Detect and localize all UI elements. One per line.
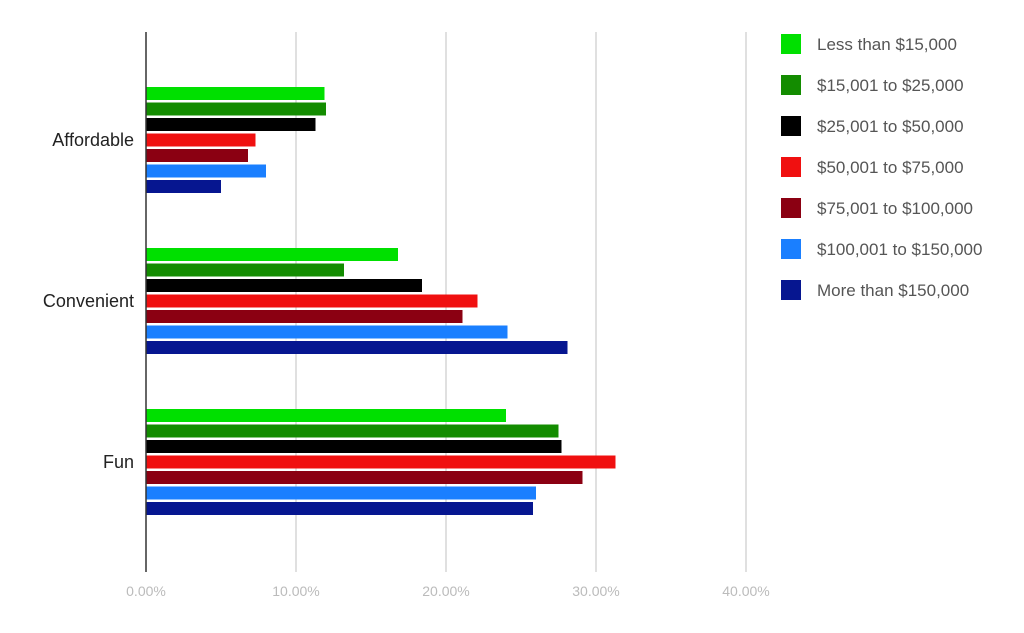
- x-tick-label: 30.00%: [572, 583, 619, 599]
- bar: [146, 455, 616, 469]
- bar: [146, 263, 344, 277]
- bar: [146, 325, 508, 339]
- x-tick-labels: 0.00% 10.00% 20.00% 30.00% 40.00%: [126, 583, 770, 599]
- legend: Less than $15,000 $15,001 to $25,000 $25,0…: [781, 34, 982, 300]
- bar: [146, 310, 463, 323]
- bar: [146, 409, 506, 422]
- category-label: Affordable: [52, 130, 134, 150]
- legend-swatch: [781, 116, 801, 136]
- bar: [146, 180, 221, 193]
- bar: [146, 294, 478, 308]
- legend-swatch: [781, 198, 801, 218]
- legend-swatch: [781, 280, 801, 300]
- bar: [146, 149, 248, 162]
- bar: [146, 118, 316, 131]
- category-label: Fun: [103, 452, 134, 472]
- legend-label: More than $150,000: [817, 281, 969, 300]
- bar: [146, 248, 398, 261]
- bar: [146, 486, 536, 500]
- bar: [146, 471, 583, 484]
- bar: [146, 502, 533, 515]
- legend-label: Less than $15,000: [817, 35, 957, 54]
- bar: [146, 87, 325, 100]
- bar: [146, 440, 562, 453]
- x-tick-label: 40.00%: [722, 583, 769, 599]
- bar: [146, 102, 326, 116]
- legend-label: $25,001 to $50,000: [817, 117, 964, 136]
- legend-label: $50,001 to $75,000: [817, 158, 964, 177]
- bar: [146, 279, 422, 292]
- category-label: Convenient: [43, 291, 134, 311]
- legend-swatch: [781, 239, 801, 259]
- bar: [146, 424, 559, 438]
- category-labels: Affordable Convenient Fun: [43, 130, 134, 472]
- bars: [146, 87, 616, 515]
- bar: [146, 164, 266, 178]
- x-tick-label: 20.00%: [422, 583, 469, 599]
- legend-swatch: [781, 34, 801, 54]
- x-tick-label: 0.00%: [126, 583, 166, 599]
- x-tick-label: 10.00%: [272, 583, 319, 599]
- legend-swatch: [781, 157, 801, 177]
- legend-label: $100,001 to $150,000: [817, 240, 982, 259]
- legend-label: $75,001 to $100,000: [817, 199, 973, 218]
- legend-label: $15,001 to $25,000: [817, 76, 964, 95]
- bar: [146, 341, 568, 354]
- legend-swatch: [781, 75, 801, 95]
- bar: [146, 133, 256, 147]
